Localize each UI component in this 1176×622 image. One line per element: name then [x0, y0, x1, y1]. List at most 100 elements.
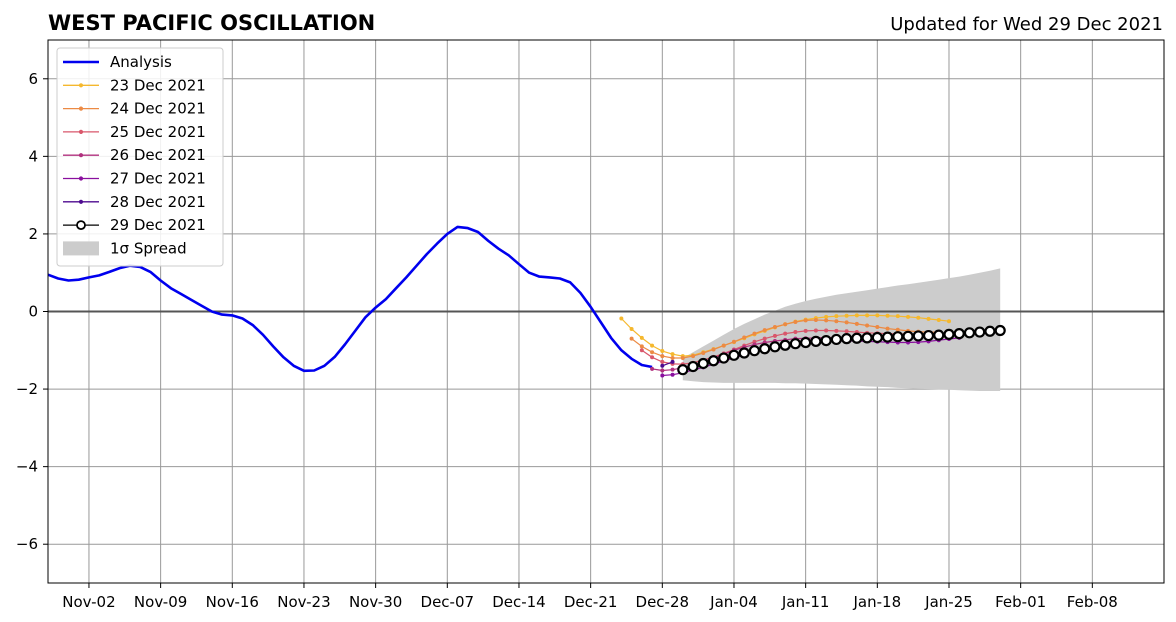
- forecast-point: [865, 313, 870, 318]
- forecast-point: [834, 314, 839, 319]
- legend-label: 1σ Spread: [110, 239, 187, 257]
- x-tick-label: Jan-18: [853, 593, 902, 611]
- x-tick-label: Jan-25: [924, 593, 973, 611]
- forecast-point: [772, 325, 777, 330]
- forecast-point: [670, 352, 675, 357]
- analysis-line: [47, 225, 653, 373]
- x-tick-label: Feb-08: [1067, 593, 1118, 611]
- forecast-point: [963, 327, 976, 339]
- axis-ticks: Nov-02 Nov-09 Nov-16 Nov-23 Nov-30 Dec-07 Dec-…: [16, 70, 1118, 611]
- legend-entry: Analysis: [63, 53, 172, 71]
- forecast-point: [810, 335, 822, 347]
- forecast-point: [660, 368, 665, 373]
- legend-label: 25 Dec 2021: [110, 123, 206, 141]
- forecast-point: [912, 330, 924, 342]
- forecast-point: [762, 328, 767, 333]
- forecast-point: [738, 347, 750, 359]
- forecast-point: [670, 356, 675, 361]
- forecast-point: [711, 347, 716, 352]
- forecast-point: [902, 330, 914, 342]
- forecast-point: [844, 329, 849, 334]
- forecast-point: [762, 336, 767, 341]
- forecast-point: [800, 336, 812, 349]
- legend-marker: [78, 106, 84, 111]
- forecast-point: [677, 364, 689, 376]
- forecast-point: [629, 336, 634, 341]
- forecast-point: [728, 349, 740, 361]
- forecast-point: [916, 315, 921, 320]
- legend-marker: [78, 83, 84, 88]
- forecast-point: [803, 318, 808, 323]
- forecast-point: [984, 325, 996, 337]
- y-tick-label: 4: [28, 147, 38, 165]
- legend-marker: [78, 176, 84, 181]
- forecast-point: [885, 313, 890, 318]
- y-tick-label: −6: [16, 535, 38, 553]
- forecast-point: [854, 313, 859, 318]
- forecast-point: [875, 313, 880, 318]
- x-tick-label: Dec-07: [421, 593, 475, 611]
- forecast-point: [691, 354, 696, 359]
- x-tick-label: Jan-11: [781, 593, 830, 611]
- forecast-point: [639, 344, 644, 349]
- forecast-point: [844, 313, 849, 318]
- legend-entry: 28 Dec 2021: [63, 193, 206, 211]
- forecast-point: [834, 319, 839, 324]
- forecast-point: [892, 331, 904, 343]
- forecast-point: [813, 328, 818, 333]
- legend-label: Analysis: [110, 53, 172, 71]
- forecast-point: [953, 328, 965, 340]
- forecast-series: [629, 318, 941, 361]
- chart-title: WEST PACIFIC OSCILLATION: [48, 11, 375, 35]
- forecast-point: [875, 325, 880, 330]
- forecast-point: [861, 332, 873, 344]
- forecast-point: [772, 333, 777, 338]
- forecast-point: [824, 314, 829, 319]
- legend-box: [56, 47, 224, 267]
- forecast-point: [629, 326, 634, 331]
- x-tick-label: Nov-09: [134, 593, 187, 611]
- forecast-point: [707, 355, 720, 367]
- forecast-point: [697, 357, 709, 370]
- forecast-point: [680, 356, 685, 361]
- forecast-point: [841, 333, 853, 345]
- forecast-point: [994, 324, 1006, 337]
- forecast-layer: [619, 313, 1006, 378]
- legend-label: 27 Dec 2021: [110, 170, 206, 188]
- forecast-series: [660, 359, 675, 368]
- forecast-point: [926, 316, 931, 321]
- forecast-point: [830, 333, 842, 346]
- forecast-point: [906, 314, 911, 319]
- forecast-point: [650, 355, 655, 360]
- forecast-point: [650, 343, 655, 348]
- forecast-point: [742, 335, 747, 340]
- forecast-point: [670, 359, 675, 364]
- x-tick-label: Nov-16: [206, 593, 259, 611]
- forecast-point: [752, 331, 757, 336]
- x-tick-label: Feb-01: [995, 593, 1046, 611]
- legend-label: 24 Dec 2021: [110, 100, 206, 118]
- x-tick-label: Dec-28: [636, 593, 690, 611]
- legend-entry: 1σ Spread: [63, 239, 187, 257]
- forecast-point: [871, 331, 883, 344]
- x-tick-label: Nov-23: [277, 593, 330, 611]
- forecast-point: [687, 360, 699, 373]
- forecast-point: [619, 316, 624, 321]
- legend-entry: 29 Dec 2021: [63, 216, 206, 234]
- legend-label: 28 Dec 2021: [110, 193, 206, 211]
- forecast-point: [660, 373, 665, 378]
- forecast-point: [813, 318, 818, 323]
- forecast-point: [670, 367, 675, 372]
- legend-label: 23 Dec 2021: [110, 76, 206, 94]
- chart-subtitle: Updated for Wed 29 Dec 2021: [890, 14, 1163, 35]
- forecast-point: [660, 349, 665, 354]
- forecast-point: [701, 351, 706, 356]
- legend-swatch: [63, 241, 99, 256]
- forecast-point: [789, 338, 802, 350]
- forecast-point: [851, 332, 863, 344]
- legend-marker: [78, 129, 84, 134]
- forecast-point: [721, 343, 726, 348]
- forecast-point: [639, 335, 644, 340]
- legend-label: 29 Dec 2021: [110, 216, 206, 234]
